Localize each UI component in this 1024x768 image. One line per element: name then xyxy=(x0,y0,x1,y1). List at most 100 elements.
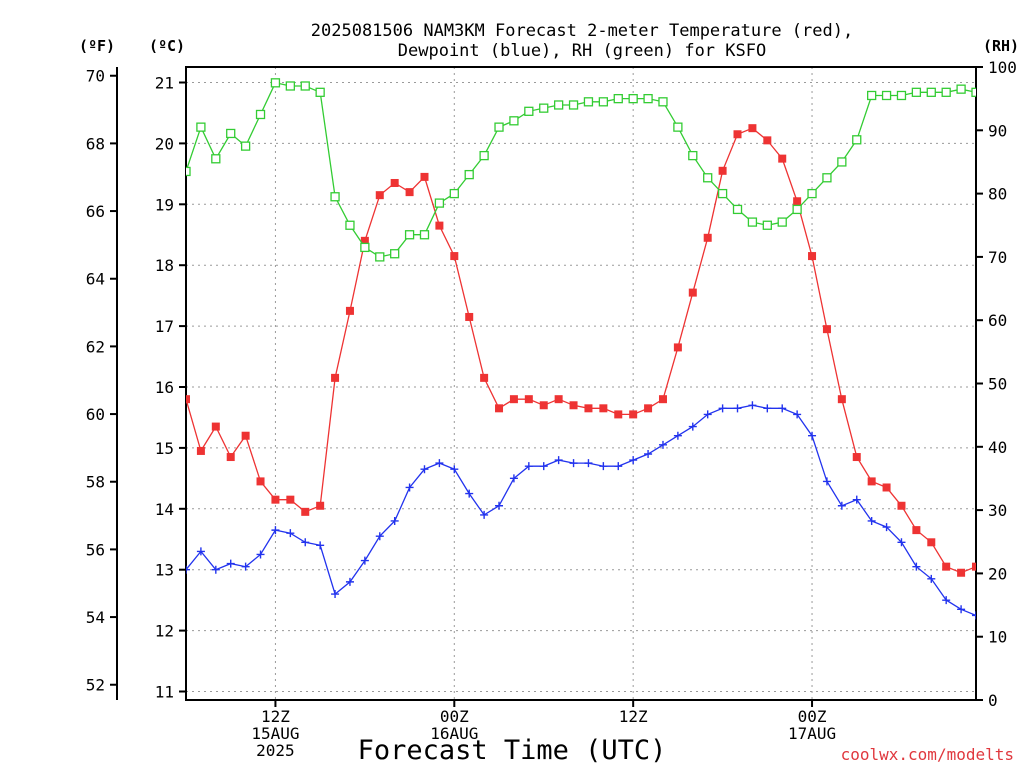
dewpoint-point xyxy=(703,410,712,419)
dewpoint-point xyxy=(569,459,578,468)
dewpoint-point xyxy=(390,516,399,525)
dewpoint-point xyxy=(360,556,369,565)
dewpoint-point xyxy=(644,449,653,458)
temperature-point xyxy=(509,395,518,404)
temperature-point xyxy=(897,501,906,510)
rh-point xyxy=(255,109,266,120)
dewpoint-point xyxy=(1002,611,1010,619)
temperature-point xyxy=(1017,581,1024,589)
temperature-point xyxy=(480,373,489,382)
fahrenheit-tick-label: 58 xyxy=(86,473,105,492)
rh-tick-label: 90 xyxy=(988,121,1007,140)
rh-tick-label: 100 xyxy=(988,58,1017,77)
temperature-point xyxy=(286,495,295,504)
rh-point xyxy=(330,192,340,202)
fahrenheit-tick-label: 64 xyxy=(86,270,105,289)
temperature-point xyxy=(748,124,757,133)
credit-text: coolwx.com/modelts xyxy=(841,745,1014,764)
celsius-tick-label: 16 xyxy=(155,378,174,397)
dewpoint-point xyxy=(852,495,861,504)
temperature-point xyxy=(688,288,697,297)
rh-point xyxy=(315,87,325,97)
rh-point xyxy=(703,173,713,183)
dewpoint-point xyxy=(465,489,474,498)
rh-tick-label: 0 xyxy=(988,691,998,710)
dewpoint-point xyxy=(718,404,727,413)
dewpoint-point xyxy=(897,538,906,547)
chart-title-line2: Dewpoint (blue), RH (green) for KSFO xyxy=(398,41,766,61)
temperature-point xyxy=(942,562,951,571)
rh-point xyxy=(732,204,743,215)
series-temperature xyxy=(186,124,1024,589)
dewpoint-point xyxy=(211,565,220,574)
x-tick-label: 00Z xyxy=(440,707,469,726)
rh-point xyxy=(837,157,847,167)
temperature-point xyxy=(435,221,444,230)
rh-point xyxy=(539,103,549,113)
x-tick-label: 2025 xyxy=(256,741,295,760)
temperature-point xyxy=(882,483,891,492)
rh-point xyxy=(240,141,251,151)
rh-tick-label: 80 xyxy=(988,185,1007,204)
temperature-point xyxy=(345,306,354,315)
dewpoint-point xyxy=(316,541,325,550)
dewpoint-point xyxy=(241,562,250,571)
celsius-tick-label: 11 xyxy=(155,683,174,702)
chart-title-line1: 2025081506 NAM3KM Forecast 2-meter Tempe… xyxy=(311,21,853,41)
dewpoint-point xyxy=(837,501,846,510)
dewpoint-point xyxy=(763,404,772,413)
fahrenheit-tick-label: 62 xyxy=(86,337,105,356)
rh-point xyxy=(226,128,236,139)
rh-tick-label: 30 xyxy=(988,501,1007,520)
rh-line xyxy=(186,82,976,258)
temperature-point xyxy=(644,404,653,413)
celsius-tick-label: 20 xyxy=(155,134,174,153)
dewpoint-point xyxy=(554,456,563,465)
rh-point xyxy=(911,87,922,97)
temperature-point xyxy=(375,191,384,200)
dewpoint-point xyxy=(882,523,891,532)
dewpoint-point xyxy=(375,532,384,541)
x-tick-label: 12Z xyxy=(619,707,648,726)
rh-point xyxy=(881,90,892,101)
rh-point xyxy=(688,150,698,161)
x-tick-label: 15AUG xyxy=(251,724,299,743)
dewpoint-point xyxy=(435,459,444,468)
dewpoint-point xyxy=(957,605,966,614)
rh-point xyxy=(360,242,370,253)
fahrenheit-tick-label: 60 xyxy=(86,405,105,424)
dewpoint-point xyxy=(867,516,876,525)
temperature-line xyxy=(186,127,976,574)
x-tick-label: 00Z xyxy=(798,707,827,726)
rh-point xyxy=(449,188,459,199)
temperature-point xyxy=(793,197,802,206)
temperature-point xyxy=(211,422,220,431)
rh-tick-label: 40 xyxy=(988,438,1007,457)
temperature-point xyxy=(629,410,638,419)
rh-point xyxy=(792,204,802,215)
rh-tick-label: 60 xyxy=(988,311,1007,330)
dewpoint-point xyxy=(524,462,533,471)
dewpoint-point xyxy=(972,611,976,620)
temperature-point xyxy=(718,166,727,175)
series-rh xyxy=(186,78,976,262)
dewpoint-point xyxy=(614,462,623,471)
temperature-point xyxy=(599,404,608,413)
rh-point xyxy=(211,154,221,164)
rh-point xyxy=(643,94,653,104)
dewpoint-point xyxy=(539,462,548,471)
dewpoint-point xyxy=(912,562,921,571)
temperature-point xyxy=(852,453,861,462)
x-tick-label: 16AUG xyxy=(430,724,478,743)
dewpoint-point xyxy=(331,590,340,599)
x-tick-label: 12Z xyxy=(261,707,290,726)
rh-point xyxy=(628,94,638,104)
celsius-tick-label: 12 xyxy=(155,622,174,641)
temperature-point xyxy=(524,395,533,404)
rh-point xyxy=(747,217,758,227)
temperature-point xyxy=(673,343,682,352)
dewpoint-point xyxy=(271,526,280,535)
dewpoint-point xyxy=(987,617,995,625)
dewpoint-point xyxy=(226,559,235,568)
rh-point xyxy=(777,217,787,227)
